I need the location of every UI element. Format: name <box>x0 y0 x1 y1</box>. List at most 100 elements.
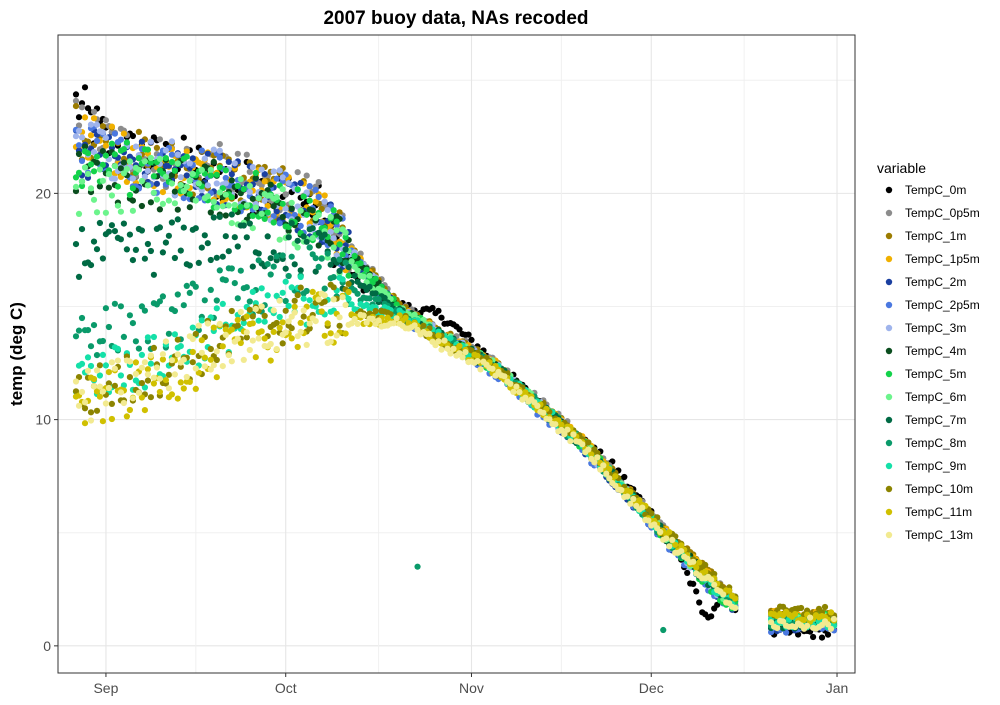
data-point <box>321 298 328 305</box>
legend-label: TempC_2p5m <box>905 298 980 312</box>
data-point <box>321 292 328 299</box>
data-point <box>138 177 145 185</box>
panel-border <box>57 34 856 674</box>
data-point <box>123 246 130 253</box>
data-point <box>171 307 178 315</box>
data-point <box>390 320 397 327</box>
data-point <box>273 175 280 182</box>
data-point <box>678 542 685 549</box>
data-point <box>783 629 790 636</box>
data-point <box>147 360 154 367</box>
y-tick-label: 0 <box>43 638 51 654</box>
data-point <box>827 625 835 632</box>
data-point <box>249 195 256 202</box>
legend-key <box>885 439 893 447</box>
data-point <box>159 249 166 256</box>
data-point <box>201 232 208 239</box>
legend-label: TempC_5m <box>905 367 966 381</box>
data-point <box>90 238 98 245</box>
data-point <box>75 402 83 409</box>
data-point <box>300 295 307 302</box>
data-point <box>213 180 220 187</box>
data-point <box>261 312 268 319</box>
data-point <box>102 305 109 312</box>
data-point <box>84 367 92 374</box>
data-point <box>291 261 298 268</box>
data-point <box>252 169 259 177</box>
data-point <box>330 274 337 281</box>
data-point <box>426 330 433 337</box>
data-point <box>297 328 304 335</box>
data-point <box>312 268 319 275</box>
data-point <box>126 374 133 381</box>
data-point <box>318 255 325 262</box>
data-point <box>306 297 313 304</box>
data-point <box>75 114 83 121</box>
data-point <box>213 374 220 381</box>
data-point <box>477 366 484 373</box>
data-point <box>93 407 101 414</box>
data-point <box>108 359 115 366</box>
legend-entry: TempC_4m <box>885 344 966 358</box>
data-point <box>564 426 571 433</box>
data-point <box>618 486 625 494</box>
data-point <box>129 257 136 264</box>
data-point <box>78 178 86 185</box>
data-point <box>273 319 280 327</box>
data-point <box>297 180 304 187</box>
data-point <box>273 346 280 353</box>
data-point <box>156 298 163 305</box>
data-point <box>171 188 178 195</box>
data-point <box>327 228 334 235</box>
data-point <box>75 122 83 129</box>
data-point <box>228 171 235 178</box>
data-point <box>144 167 151 174</box>
data-point <box>186 262 193 269</box>
data-point <box>303 211 310 218</box>
data-point <box>201 354 208 361</box>
data-point <box>321 198 328 205</box>
data-point <box>192 385 199 392</box>
data-point <box>117 372 124 379</box>
data-point <box>210 198 217 205</box>
data-point <box>252 174 259 181</box>
data-point <box>303 172 310 179</box>
data-point <box>282 191 289 198</box>
data-point <box>213 356 220 364</box>
data-point <box>159 200 166 207</box>
data-point <box>123 139 130 146</box>
data-point <box>438 346 445 353</box>
data-point <box>306 244 313 251</box>
data-point <box>315 193 322 201</box>
legend-key <box>885 278 893 286</box>
data-point <box>234 322 241 329</box>
data-point <box>297 207 304 214</box>
data-point <box>72 241 80 248</box>
data-point <box>821 603 829 611</box>
data-point <box>345 280 352 287</box>
data-point <box>90 383 98 390</box>
data-point <box>141 384 148 391</box>
data-point <box>824 631 832 638</box>
data-point <box>237 176 244 183</box>
data-point <box>72 174 80 181</box>
data-point <box>252 204 259 211</box>
data-point <box>342 301 349 309</box>
data-point <box>267 357 274 364</box>
data-point <box>234 182 241 190</box>
data-point <box>228 177 235 184</box>
data-point <box>234 335 241 342</box>
data-point <box>288 205 295 212</box>
data-point <box>87 362 95 370</box>
data-point <box>114 183 121 190</box>
data-point <box>207 209 214 216</box>
data-point <box>120 399 127 407</box>
data-point <box>126 191 133 199</box>
data-point <box>147 247 154 255</box>
data-point <box>198 317 205 324</box>
data-point <box>339 251 346 258</box>
data-point <box>261 215 268 222</box>
data-point <box>225 352 232 359</box>
data-point <box>111 382 118 389</box>
data-point <box>108 192 115 199</box>
